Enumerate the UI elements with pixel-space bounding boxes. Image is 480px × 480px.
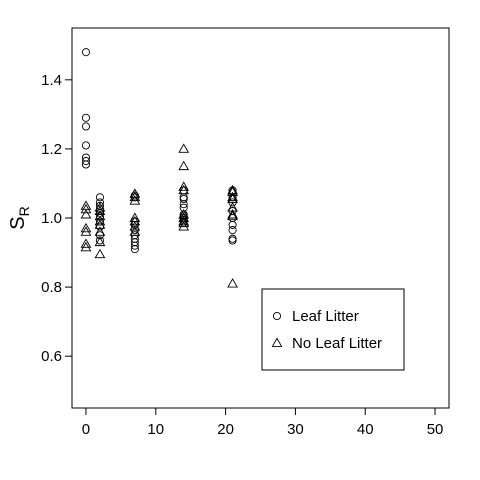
- leaf-litter-point: [228, 236, 237, 245]
- x-tick-label: 50: [427, 421, 444, 438]
- no-leaf-litter-point: [94, 205, 106, 215]
- legend-triangle-marker: [271, 337, 283, 347]
- leaf-litter-point: [81, 48, 91, 57]
- legend-circle-marker: [272, 311, 282, 321]
- no-leaf-litter-point: [227, 210, 238, 221]
- y-tick-label: 1.0: [41, 210, 62, 227]
- leaf-litter-point: [228, 226, 237, 235]
- no-leaf-litter-point: [227, 278, 238, 288]
- no-leaf-litter-point: [178, 217, 190, 228]
- no-leaf-litter-point: [227, 209, 238, 219]
- x-tick-label: 10: [147, 421, 164, 438]
- data-points: [80, 48, 238, 288]
- x-tick-label: 30: [287, 421, 304, 438]
- no-leaf-litter-point: [129, 188, 141, 198]
- leaf-litter-point: [228, 220, 237, 229]
- no-leaf-litter-point: [227, 191, 238, 202]
- no-leaf-litter-point: [178, 184, 190, 195]
- no-leaf-litter-point: [178, 160, 190, 171]
- leaf-litter-point: [81, 122, 91, 131]
- y-tick-label: 1.2: [41, 141, 62, 158]
- no-leaf-litter-point: [129, 226, 141, 236]
- no-leaf-litter-point: [178, 215, 190, 226]
- no-leaf-litter-point: [80, 226, 92, 236]
- no-leaf-litter-point: [178, 221, 190, 231]
- leaf-litter-point: [81, 160, 91, 169]
- leaf-litter-point: [81, 156, 91, 166]
- no-leaf-litter-point: [129, 195, 141, 205]
- leaf-litter-point: [81, 141, 91, 150]
- no-leaf-litter-point: [94, 236, 106, 247]
- no-leaf-litter-point: [129, 215, 141, 226]
- no-leaf-litter-point: [80, 222, 92, 233]
- no-leaf-litter-point: [94, 248, 106, 259]
- leaf-litter-point: [130, 241, 139, 250]
- no-leaf-litter-point: [80, 203, 92, 214]
- leaf-litter-point: [179, 193, 188, 202]
- legend-label: No Leaf Litter: [292, 335, 382, 352]
- no-leaf-litter-point: [227, 186, 238, 196]
- no-leaf-litter-point: [178, 143, 190, 153]
- x-axis: 0 10 20 30 40 50: [82, 408, 444, 438]
- legend-box: [261, 288, 405, 371]
- legend: Leaf Litter No Leaf Litter: [261, 288, 405, 371]
- no-leaf-litter-point: [129, 191, 141, 202]
- x-tick-label: 0: [82, 421, 90, 438]
- no-leaf-litter-point: [80, 209, 92, 219]
- leaf-litter-point: [179, 194, 188, 204]
- no-leaf-litter-point: [178, 181, 190, 191]
- y-tick-label: 0.8: [41, 279, 62, 296]
- leaf-litter-point: [228, 234, 237, 243]
- leaf-litter-point: [95, 193, 104, 202]
- x-tick-label: 20: [217, 421, 234, 438]
- y-axis: 0.6 0.8 1.0 1.2 1.4: [41, 72, 72, 365]
- no-leaf-litter-point: [80, 241, 92, 252]
- y-tick-label: 0.6: [41, 348, 62, 365]
- leaf-litter-point: [179, 200, 188, 209]
- no-leaf-litter-point: [94, 215, 106, 226]
- legend-label: Leaf Litter: [292, 308, 359, 325]
- no-leaf-litter-point: [80, 238, 92, 248]
- leaf-litter-point: [81, 113, 91, 122]
- no-leaf-litter-point: [94, 226, 106, 236]
- no-leaf-litter-point: [94, 219, 106, 229]
- x-tick-label: 40: [357, 421, 374, 438]
- no-leaf-litter-point: [129, 221, 141, 231]
- leaf-litter-point: [130, 245, 139, 254]
- y-axis-label: SR: [7, 206, 32, 229]
- y-tick-label: 1.4: [41, 72, 62, 89]
